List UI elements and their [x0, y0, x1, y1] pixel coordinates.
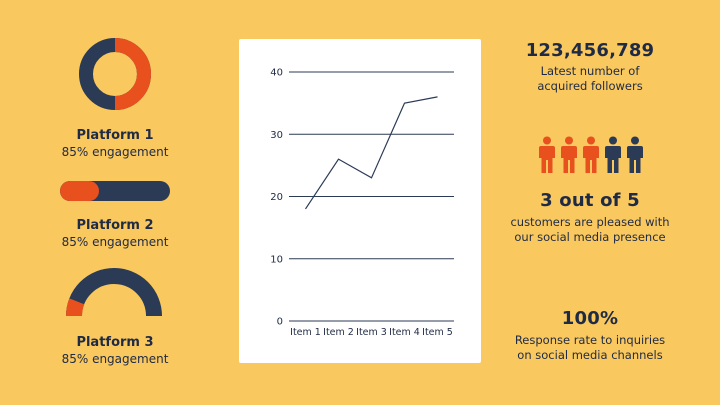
platform-2-subtitle: 85% engagement	[61, 235, 169, 249]
customers-stat: 3 out of 5	[540, 190, 640, 211]
followers-count: 123,456,789	[525, 40, 655, 61]
series-line	[304, 96, 438, 210]
x-tick-label: Item 2	[323, 327, 354, 338]
person-icon	[605, 136, 621, 173]
x-tick-label: Item 3	[356, 327, 387, 338]
person-icon	[583, 136, 599, 173]
y-tick-label: 30	[270, 130, 283, 141]
platform-3-subtitle: 85% engagement	[61, 352, 169, 366]
platform-2-title: Platform 2	[76, 218, 154, 233]
people-icon-row	[538, 136, 644, 174]
y-tick-label: 0	[277, 317, 283, 328]
x-tick-label: Item 5	[422, 327, 453, 338]
x-tick-label: Item 4	[389, 327, 420, 338]
person-icon	[627, 136, 643, 173]
customers-text-line2: our social media presence	[514, 230, 666, 244]
progress-fill	[60, 181, 99, 201]
person-icon	[561, 136, 577, 173]
followers-text-line2: acquired followers	[537, 79, 643, 93]
gauge-track	[66, 268, 162, 317]
customers-text-line1: customers are pleased with	[510, 215, 670, 229]
response-rate: 100%	[561, 308, 619, 329]
person-icon	[539, 136, 555, 173]
gauge-accent	[66, 298, 85, 317]
response-text-line1: Response rate to inquiries	[514, 333, 666, 347]
y-tick-label: 40	[270, 68, 283, 79]
x-tick-label: Item 1	[290, 327, 321, 338]
platform-1-subtitle: 85% engagement	[61, 145, 169, 159]
response-text-line2: on social media channels	[517, 348, 663, 362]
progress-bar	[60, 181, 170, 201]
y-tick-label: 20	[270, 192, 283, 203]
platform-3-title: Platform 3	[76, 335, 154, 350]
chart-card: 0 10 20 30 40 Item 1 Item 2 Item 3 Item 4 Item 5	[239, 39, 481, 363]
line-chart: 0 10 20 30 40 Item 1 Item 2 Item 3 Item 4 Item 5	[270, 68, 454, 338]
platform-1-title: Platform 1	[76, 128, 154, 143]
followers-text-line1: Latest number of	[540, 64, 640, 78]
donut-chart	[79, 38, 151, 110]
donut-accent	[114, 38, 151, 110]
y-tick-label: 10	[270, 254, 283, 265]
semi-gauge	[66, 268, 162, 317]
